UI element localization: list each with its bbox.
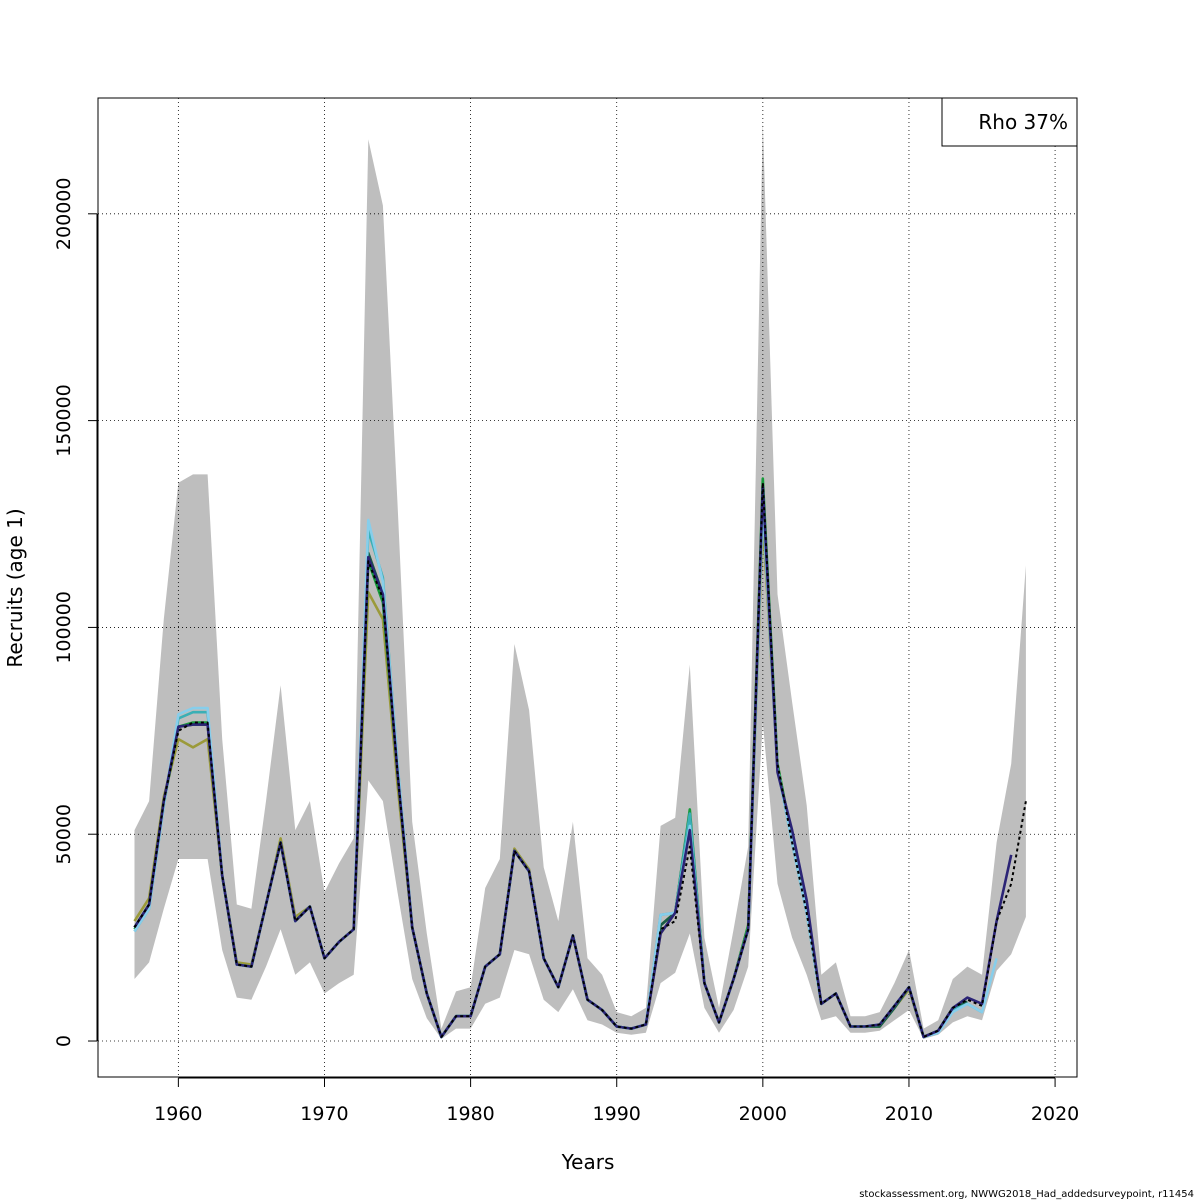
y-tick-label-150000: 150000 bbox=[53, 384, 75, 457]
x-tick-label-2000: 2000 bbox=[739, 1103, 787, 1125]
x-axis-title: Years bbox=[561, 1150, 615, 1174]
y-axis-title: Recruits (age 1) bbox=[3, 508, 27, 667]
y-tick-label-100000: 100000 bbox=[53, 591, 75, 664]
x-tick-label-1970: 1970 bbox=[300, 1103, 348, 1125]
x-tick-label-1960: 1960 bbox=[154, 1103, 202, 1125]
legend-box: Rho 37% bbox=[941, 97, 1078, 147]
plot-frame bbox=[97, 97, 1078, 1078]
y-tick-label-50000: 50000 bbox=[53, 804, 75, 864]
x-tick-label-1990: 1990 bbox=[593, 1103, 641, 1125]
x-tick-label-1980: 1980 bbox=[446, 1103, 494, 1125]
y-axis: 0 50000 100000 150000 200000 bbox=[53, 178, 98, 1047]
y-tick-label-0: 0 bbox=[53, 1035, 75, 1047]
x-axis: 1960 1970 1980 1990 2000 2010 2020 bbox=[154, 1077, 1079, 1125]
x-tick-label-2010: 2010 bbox=[885, 1103, 933, 1125]
x-tick-label-2020: 2020 bbox=[1031, 1103, 1079, 1125]
source-caption: stockassessment.org, NWWG2018_Had_addeds… bbox=[859, 1189, 1194, 1200]
y-tick-label-200000: 200000 bbox=[53, 178, 75, 251]
series-layer bbox=[133, 477, 1027, 1039]
legend-rho-label: Rho 37% bbox=[978, 110, 1068, 134]
legend-frame bbox=[941, 97, 1078, 147]
